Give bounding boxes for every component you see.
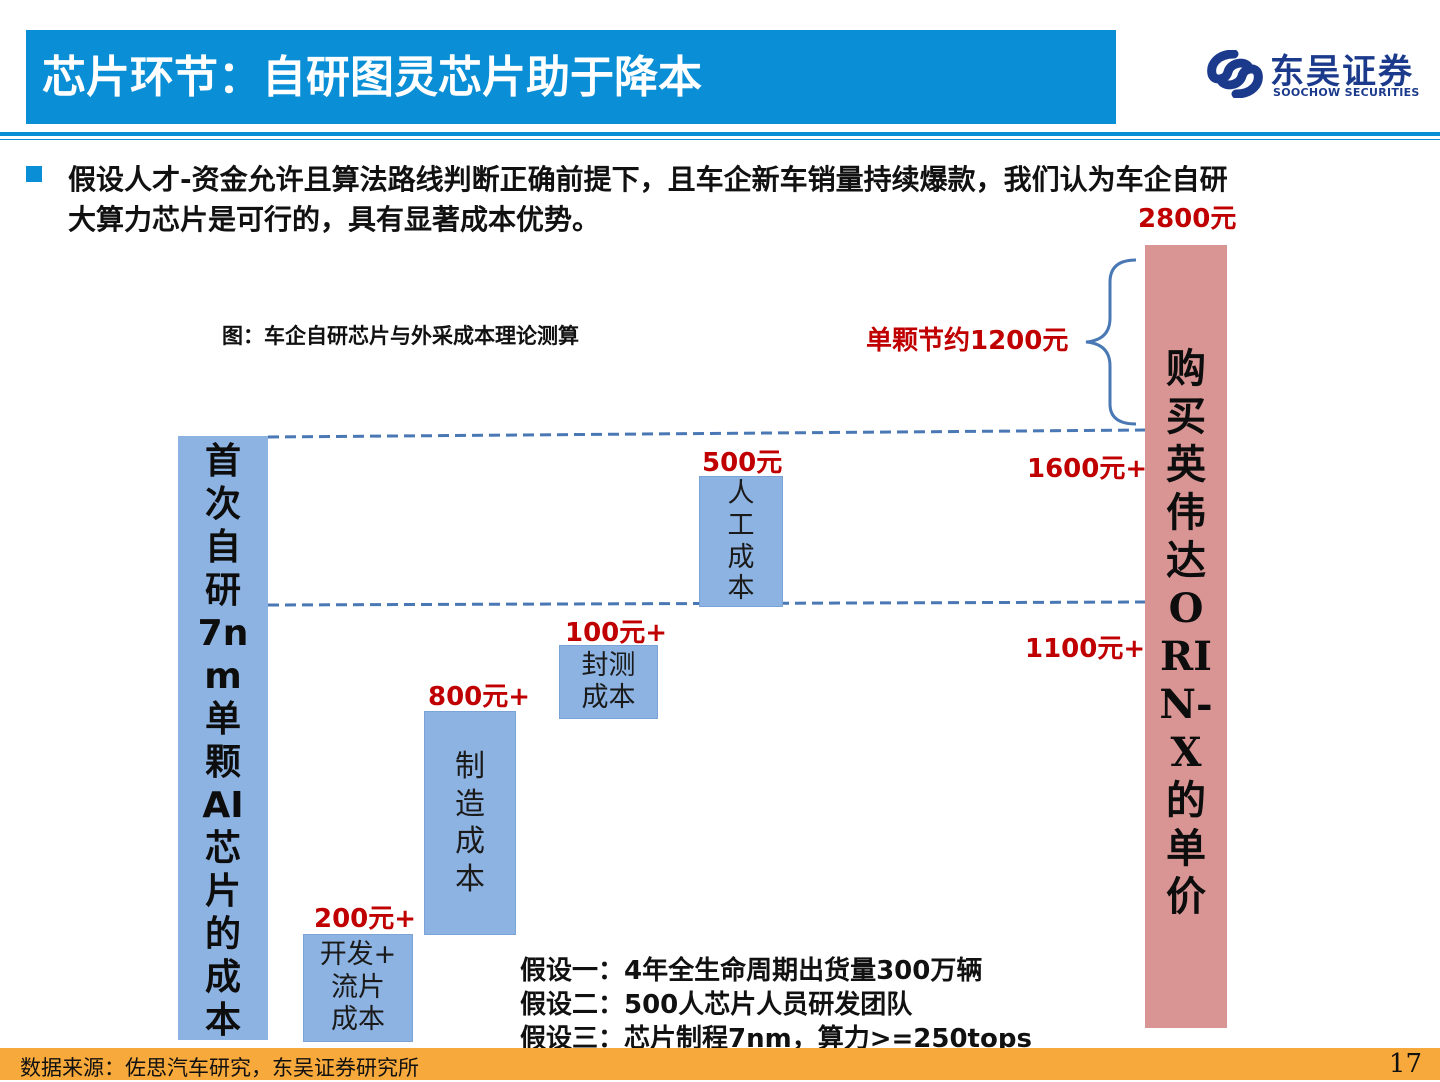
packaging-testing-cost-block: 封测 成本 bbox=[559, 645, 658, 719]
dashed-line-upper bbox=[267, 428, 1146, 439]
logo-name-cn: 东吴证券 bbox=[1270, 52, 1414, 92]
savings-label: 单颗节约1200元 bbox=[866, 326, 1069, 356]
footer-bar bbox=[0, 1048, 1440, 1080]
nvidia-label-char: 的 bbox=[1166, 777, 1206, 824]
first-chip-char: 的 bbox=[204, 914, 241, 955]
nvidia-label-char: 伟 bbox=[1166, 489, 1206, 536]
nvidia-orin-x-price-bar: 购 买 英 伟 达 O RI N- X 的 单 价 bbox=[1145, 245, 1227, 1028]
dev-tapeout-label-line: 成本 bbox=[331, 1004, 385, 1036]
assumption-2: 假设二：500人芯片人员研发团队 bbox=[520, 990, 913, 1020]
dev-tapeout-label-line: 开发+ bbox=[319, 939, 397, 971]
nvidia-label-char: 单 bbox=[1166, 825, 1206, 872]
first-chip-char: 片 bbox=[204, 871, 241, 912]
first-chip-char: 本 bbox=[204, 1000, 241, 1041]
first-chip-char: 首 bbox=[204, 441, 241, 482]
intro-line-1: 假设人才-资金允许且算法路线判断正确前提下，且车企新车销量持续爆款，我们认为车企… bbox=[68, 163, 1228, 196]
manufacturing-amount: 800元+ bbox=[428, 682, 531, 712]
nvidia-label-char: O bbox=[1168, 585, 1204, 632]
manufacturing-label-char: 成 bbox=[455, 824, 485, 859]
labor-label-char: 人 bbox=[727, 477, 755, 509]
nvidia-label-char: 英 bbox=[1166, 441, 1206, 488]
intro-line-2: 大算力芯片是可行的，具有显著成本优势。 bbox=[68, 203, 601, 236]
labor-label-char: 工 bbox=[727, 509, 755, 541]
figure-caption: 图：车企自研芯片与外采成本理论测算 bbox=[222, 324, 579, 348]
dev-tapeout-cost-block: 开发+ 流片 成本 bbox=[303, 934, 413, 1042]
savings-brace bbox=[1085, 258, 1137, 426]
first-chip-char: 单 bbox=[204, 699, 241, 740]
dev-tapeout-amount: 200元+ bbox=[314, 904, 417, 934]
nvidia-label-char: X bbox=[1170, 729, 1202, 776]
logo-name-en: SOOCHOW SECURITIES bbox=[1273, 86, 1420, 99]
packaging-testing-amount: 100元+ bbox=[565, 618, 668, 648]
soochow-logo-icon bbox=[1207, 50, 1263, 98]
title-bar bbox=[26, 30, 1116, 124]
page-title: 芯片环节：自研图灵芯片助于降本 bbox=[42, 52, 702, 103]
packaging-testing-label-line: 成本 bbox=[581, 682, 636, 713]
first-chip-char: 研 bbox=[204, 570, 241, 611]
packaging-testing-label-line: 封测 bbox=[581, 649, 636, 681]
header-divider bbox=[0, 132, 1440, 136]
nvidia-label-char: 买 bbox=[1166, 393, 1206, 440]
first-chip-char: AI bbox=[202, 785, 244, 826]
manufacturing-label-char: 制 bbox=[455, 749, 485, 784]
data-source: 数据来源：佐思汽车研究，东吴证券研究所 bbox=[20, 1056, 419, 1080]
page-number: 17 bbox=[1388, 1049, 1422, 1079]
labor-cost-block: 人 工 成 本 bbox=[699, 476, 783, 607]
level-upper-label: 1600元+ bbox=[1027, 454, 1148, 484]
header-divider-thin bbox=[0, 139, 1440, 140]
first-chip-char: 自 bbox=[204, 527, 241, 568]
level-lower-label: 1100元+ bbox=[1025, 634, 1146, 664]
first-chip-char: 芯 bbox=[204, 828, 241, 869]
first-chip-char: 颗 bbox=[204, 742, 241, 783]
first-chip-char: 7n bbox=[197, 613, 249, 654]
nvidia-label-char: RI bbox=[1160, 633, 1212, 680]
first-chip-cost-bar: 首 次 自 研 7n m 单 颗 AI 芯 片 的 成 本 bbox=[178, 436, 268, 1041]
labor-amount: 500元 bbox=[702, 448, 783, 478]
assumption-1: 假设一：4年全生命周期出货量300万辆 bbox=[520, 956, 983, 986]
manufacturing-label-char: 造 bbox=[455, 786, 485, 822]
manufacturing-label-char: 本 bbox=[455, 861, 485, 897]
manufacturing-cost-block: 制 造 成 本 bbox=[424, 711, 516, 935]
first-chip-char: m bbox=[204, 656, 242, 697]
nvidia-label-char: 价 bbox=[1166, 873, 1206, 920]
labor-label-char: 成 bbox=[727, 541, 755, 573]
first-chip-char: 成 bbox=[204, 957, 241, 998]
nvidia-price-label: 2800元 bbox=[1138, 204, 1237, 234]
nvidia-label-char: N- bbox=[1159, 681, 1213, 728]
dev-tapeout-label-line: 流片 bbox=[331, 971, 385, 1003]
labor-label-char: 本 bbox=[727, 573, 755, 605]
nvidia-label-char: 达 bbox=[1166, 537, 1206, 584]
first-chip-char: 次 bbox=[204, 484, 241, 525]
nvidia-label-char: 购 bbox=[1166, 345, 1206, 392]
bullet-square-icon bbox=[26, 166, 42, 182]
